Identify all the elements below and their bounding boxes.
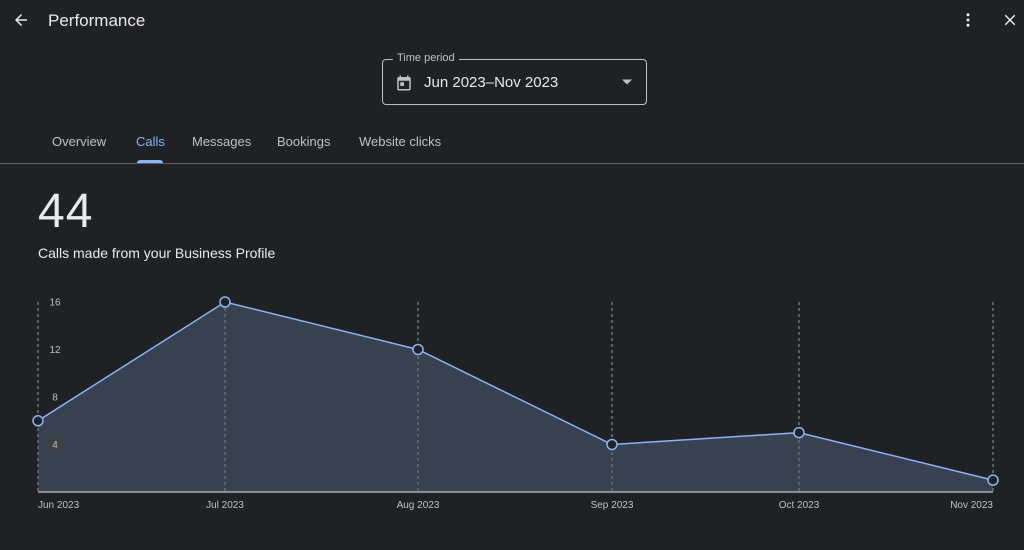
data-point[interactable] bbox=[32, 415, 44, 427]
data-point[interactable] bbox=[987, 474, 999, 486]
calendar-icon bbox=[397, 75, 411, 91]
close-icon bbox=[1004, 14, 1016, 26]
time-period-value: Jun 2023–Nov 2023 bbox=[424, 74, 559, 91]
y-tick-label: 12 bbox=[49, 345, 61, 356]
time-period-select[interactable]: Time period Jun 2023–Nov 2023 bbox=[382, 52, 647, 105]
more-options-button[interactable] bbox=[952, 4, 984, 36]
x-tick-label: Oct 2023 bbox=[779, 500, 820, 511]
tab-overview[interactable]: Overview bbox=[52, 134, 107, 149]
y-tick-label: 4 bbox=[52, 440, 58, 451]
close-button[interactable] bbox=[994, 4, 1024, 36]
tab-bar: Overview Calls Messages Bookings Website… bbox=[0, 124, 1024, 164]
data-point[interactable] bbox=[412, 343, 424, 356]
y-tick-highlight bbox=[46, 435, 64, 454]
data-point[interactable] bbox=[793, 426, 805, 439]
arrow-back-icon bbox=[15, 14, 27, 26]
tab-calls[interactable]: Calls bbox=[136, 134, 165, 149]
active-tab-indicator bbox=[137, 160, 163, 163]
x-tick-label: Jul 2023 bbox=[206, 500, 244, 511]
back-button[interactable] bbox=[5, 4, 37, 36]
time-period-label: Time period bbox=[393, 52, 459, 64]
calls-total: 44 bbox=[38, 185, 94, 238]
data-point[interactable] bbox=[219, 296, 231, 308]
metric-description: Calls made from your Business Profile bbox=[38, 245, 276, 261]
y-tick-label: 8 bbox=[52, 393, 58, 404]
x-tick-label: Nov 2023 bbox=[950, 500, 993, 511]
series-line bbox=[37, 301, 994, 481]
data-point[interactable] bbox=[606, 438, 618, 451]
area-fill bbox=[38, 302, 993, 492]
x-tick-label: Aug 2023 bbox=[397, 500, 440, 511]
chevron-down-icon bbox=[622, 79, 632, 85]
tab-website-clicks[interactable]: Website clicks bbox=[359, 134, 442, 149]
calls-area-chart: 4 8 12 16 Jun 2023 Jul 2023 Aug 2023 Sep 2023 Oc… bbox=[32, 296, 999, 511]
y-tick-label: 16 bbox=[49, 298, 61, 309]
x-tick-label: Sep 2023 bbox=[591, 500, 634, 511]
top-bar: Performance bbox=[0, 0, 1024, 42]
x-tick-label: Jun 2023 bbox=[38, 500, 80, 511]
tab-bookings[interactable]: Bookings bbox=[277, 134, 331, 149]
tab-messages[interactable]: Messages bbox=[192, 134, 252, 149]
page-title: Performance bbox=[48, 11, 146, 30]
more-vert-icon bbox=[966, 13, 970, 27]
